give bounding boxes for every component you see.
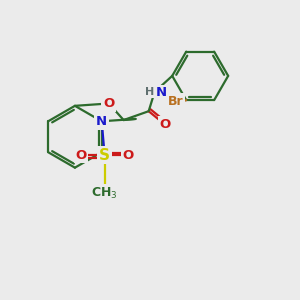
Text: N: N: [155, 85, 167, 99]
Text: O: O: [159, 118, 170, 131]
Text: CH$_3$: CH$_3$: [91, 186, 118, 201]
Text: S: S: [99, 148, 110, 163]
Text: N: N: [96, 115, 107, 128]
Text: H: H: [145, 87, 154, 97]
Text: O: O: [123, 149, 134, 162]
Text: O: O: [76, 149, 87, 162]
Text: Br: Br: [168, 95, 184, 108]
Text: O: O: [103, 97, 114, 110]
